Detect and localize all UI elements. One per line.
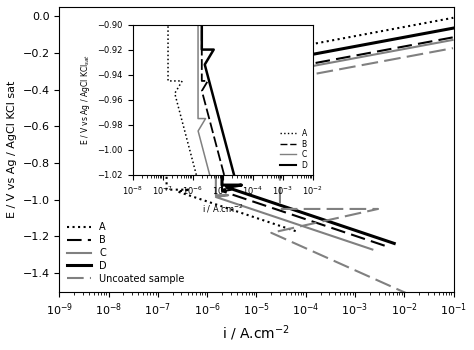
D bbox=[219, 153, 225, 157]
Uncoated sample bbox=[451, 312, 456, 316]
B bbox=[450, 35, 456, 40]
X-axis label: i / A.cm$^{-2}$: i / A.cm$^{-2}$ bbox=[202, 203, 244, 215]
B bbox=[357, 236, 363, 240]
Line: Uncoated sample: Uncoated sample bbox=[271, 48, 454, 314]
C bbox=[314, 229, 320, 233]
C bbox=[450, 38, 456, 42]
A bbox=[180, 189, 186, 193]
Legend: A, B, C, D: A, B, C, D bbox=[279, 127, 309, 171]
Uncoated sample bbox=[305, 247, 311, 251]
A bbox=[164, 104, 169, 108]
A bbox=[293, 229, 299, 233]
C bbox=[293, 67, 299, 71]
Y-axis label: E / V vs Ag / AgCl KCl$_{sat}$: E / V vs Ag / AgCl KCl$_{sat}$ bbox=[79, 54, 92, 145]
B bbox=[293, 214, 299, 218]
C bbox=[213, 111, 219, 116]
C bbox=[401, 47, 407, 51]
Y-axis label: E / V vs Ag / AgCl KCl sat: E / V vs Ag / AgCl KCl sat bbox=[7, 80, 17, 218]
C bbox=[213, 89, 219, 93]
Uncoated sample bbox=[277, 162, 283, 166]
X-axis label: i / A.cm$^{-2}$: i / A.cm$^{-2}$ bbox=[222, 323, 291, 343]
B bbox=[219, 159, 225, 163]
Legend: A, B, C, D, Uncoated sample: A, B, C, D, Uncoated sample bbox=[64, 219, 188, 287]
A bbox=[450, 16, 456, 20]
D bbox=[219, 120, 225, 124]
B bbox=[219, 87, 225, 91]
Uncoated sample bbox=[450, 46, 456, 50]
Line: D: D bbox=[222, 28, 453, 244]
Uncoated sample bbox=[333, 216, 339, 221]
Uncoated sample bbox=[277, 106, 283, 110]
A bbox=[201, 198, 207, 203]
D bbox=[219, 163, 225, 168]
D bbox=[392, 241, 397, 246]
D bbox=[366, 233, 372, 237]
C bbox=[370, 247, 375, 252]
Line: C: C bbox=[216, 40, 453, 250]
D bbox=[450, 26, 456, 30]
A bbox=[205, 199, 211, 204]
B bbox=[219, 169, 225, 173]
Line: B: B bbox=[222, 37, 453, 246]
Uncoated sample bbox=[319, 219, 324, 224]
Uncoated sample bbox=[403, 291, 409, 295]
A bbox=[177, 189, 183, 193]
D bbox=[300, 211, 305, 215]
C bbox=[235, 202, 240, 206]
B bbox=[219, 127, 225, 132]
B bbox=[382, 244, 388, 248]
D bbox=[219, 78, 225, 83]
A bbox=[290, 228, 295, 232]
Line: A: A bbox=[166, 18, 453, 231]
